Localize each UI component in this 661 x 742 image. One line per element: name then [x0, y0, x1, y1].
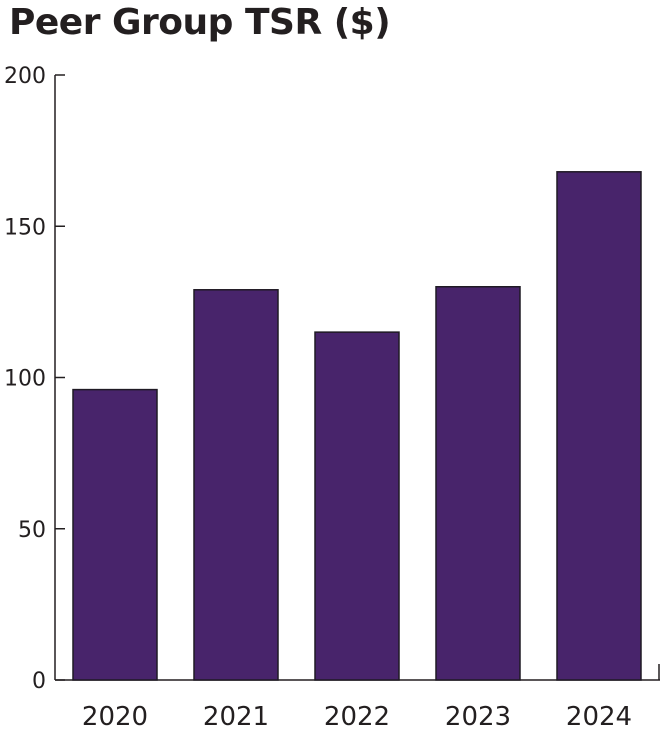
y-tick-label: 100 [4, 367, 46, 392]
y-tick-label: 200 [4, 64, 46, 89]
x-category-label: 2020 [82, 702, 148, 732]
bar-2024 [556, 171, 642, 681]
x-category-label: 2021 [203, 702, 269, 732]
bar-2023 [435, 286, 521, 681]
x-category-label: 2024 [566, 702, 632, 732]
x-category-label: 2023 [445, 702, 511, 732]
y-tick-label: 0 [32, 669, 46, 694]
x-category-label: 2022 [324, 702, 390, 732]
y-tick-label: 50 [18, 518, 46, 543]
bar-2021 [193, 289, 279, 681]
bar-2022 [314, 331, 400, 681]
chart-bars [72, 171, 642, 681]
x-axis-labels: 2020 2021 2022 2023 2024 [82, 702, 632, 732]
chart-title: Peer Group TSR ($) [9, 2, 391, 43]
y-tick-label: 150 [4, 215, 46, 240]
y-axis-ticks: 0 50 100 150 200 [4, 64, 65, 694]
bar-2020 [72, 388, 158, 681]
